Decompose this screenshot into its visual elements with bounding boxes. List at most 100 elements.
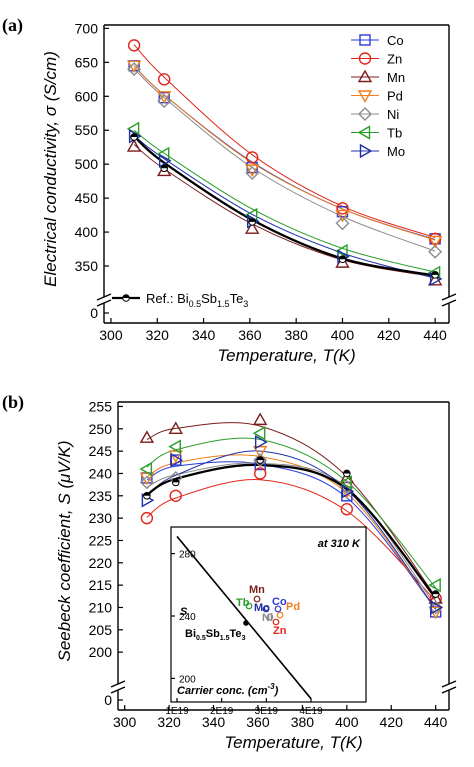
- axis-break-mark: [441, 680, 457, 688]
- data-point-reference: [171, 478, 180, 487]
- inset-label-mo: Mo: [254, 602, 270, 614]
- fit-curve-mo: [133, 135, 436, 279]
- inset-x-label-sup: -3: [267, 682, 275, 691]
- ref-label-sub: 1.5: [217, 299, 230, 309]
- data-point-zn: [169, 489, 182, 502]
- data-point-pd: [427, 235, 443, 249]
- data-point-ni: [245, 166, 260, 181]
- fit-curve-tb: [133, 129, 436, 273]
- data-point-mo: [159, 153, 172, 168]
- data-point-tb: [339, 475, 353, 490]
- data-point-zn: [340, 503, 354, 516]
- legend-label-ni: Ni: [387, 107, 399, 122]
- ref-label-text: Ref.: Bi: [146, 291, 189, 306]
- legend-marker-pd: [357, 90, 373, 103]
- y-tick-label: 250: [89, 421, 113, 437]
- data-point-zn: [140, 511, 154, 525]
- axis-break-mark: [441, 299, 457, 307]
- data-point-ni: [127, 62, 142, 77]
- inset-point-tb: [245, 602, 253, 610]
- data-point-mn: [252, 412, 268, 426]
- ref-label-text: Te: [230, 628, 242, 640]
- inset-x-tick-label: 4E19: [299, 706, 323, 717]
- data-point-mn: [244, 221, 260, 234]
- data-point-pd: [335, 209, 350, 223]
- y-tick-label: 245: [89, 443, 113, 459]
- y-axis-label: Seebeck coefficient, S (μV/K): [55, 441, 74, 662]
- inset-point-zn: [272, 618, 280, 626]
- series-mn: [126, 139, 443, 286]
- legend-label-tb: Tb: [387, 126, 402, 141]
- series-reference: [130, 133, 439, 279]
- ref-label-sub: 1.5: [220, 635, 230, 642]
- series-tb: [139, 426, 441, 593]
- data-point-ni: [139, 475, 154, 490]
- data-point-reference: [431, 590, 440, 598]
- x-tick-label: 380: [291, 714, 315, 730]
- inset-label-pd: Pd: [286, 601, 300, 613]
- data-point-mo: [254, 434, 268, 450]
- ref-label-sub: 0.5: [189, 299, 202, 309]
- inset-point-mo: [262, 605, 270, 613]
- data-point-reference: [343, 469, 351, 478]
- y-tick-label: 230: [89, 510, 113, 526]
- ref-dot-fill: [256, 456, 264, 461]
- ref-dot-fill: [160, 164, 168, 169]
- legend-marker-reference: [122, 294, 130, 302]
- axis-break-mark: [441, 293, 457, 301]
- ref-label-text: Sb: [201, 291, 217, 306]
- y-tick-label: 400: [75, 224, 99, 240]
- legend-marker-mo: [359, 143, 373, 159]
- x-tick-label: 440: [424, 714, 448, 730]
- legend-label-mo: Mo: [387, 144, 405, 159]
- series-ni: [127, 62, 443, 259]
- legend-label-co: Co: [387, 33, 404, 48]
- y-tick-label: 210: [89, 599, 113, 615]
- ref-label-text: Sb: [206, 628, 220, 640]
- ref-dot-fill: [343, 470, 351, 474]
- inset-y-tick-label: 280: [179, 550, 196, 561]
- x-tick-label: 320: [146, 327, 170, 343]
- x-tick-label: 420: [377, 327, 401, 343]
- series-zn: [140, 467, 442, 605]
- inset-point-ni: [266, 613, 274, 621]
- x-tick-label: 360: [238, 327, 262, 343]
- fit-curve-reference: [146, 463, 437, 599]
- inset-y-axis-label: S: [180, 606, 188, 618]
- legend-marker-mn: [357, 69, 373, 83]
- x-axis-label-var: T: [323, 346, 335, 365]
- ref-dot-fill: [143, 492, 151, 496]
- y-tick-label: 225: [89, 532, 113, 548]
- x-tick-label: 320: [157, 714, 181, 730]
- data-point-reference: [431, 271, 439, 279]
- inset-x-tick-label: 3E19: [255, 706, 279, 717]
- y-tick-label: 215: [89, 577, 113, 593]
- y-tick-label: 500: [75, 156, 99, 172]
- x-tick-label: 300: [113, 714, 137, 730]
- data-point-zn: [158, 73, 171, 86]
- inset-x-tick-label: 2E19: [210, 706, 234, 717]
- x-axis-label-unit: (K): [340, 733, 363, 752]
- data-point-reference: [338, 255, 347, 264]
- ref-label-sub: 0.5: [196, 635, 206, 642]
- x-tick-label: 300: [99, 327, 123, 343]
- data-point-mn: [139, 430, 155, 443]
- x-axis-label: Temperature, T(K): [217, 346, 355, 365]
- data-point-tb: [252, 426, 266, 441]
- x-tick-label: 360: [246, 714, 270, 730]
- x-tick-label: 440: [423, 327, 447, 343]
- x-tick-label: 380: [285, 327, 309, 343]
- x-tick-label: 400: [331, 327, 355, 343]
- data-point-zn: [245, 151, 259, 164]
- series-mn: [139, 412, 443, 604]
- ref-dot-fill: [432, 590, 439, 595]
- data-point-zn: [253, 467, 267, 480]
- legend-label-reference: Ref.: Bi0.5Sb1.5Te3: [146, 291, 248, 309]
- x-tick-label: 340: [202, 714, 226, 730]
- axis-break-mark: [96, 299, 112, 307]
- legend-label-zn: Zn: [387, 52, 402, 67]
- data-point-zn: [127, 39, 141, 52]
- inset-trend-line: [176, 535, 312, 700]
- data-point-reference: [256, 456, 264, 464]
